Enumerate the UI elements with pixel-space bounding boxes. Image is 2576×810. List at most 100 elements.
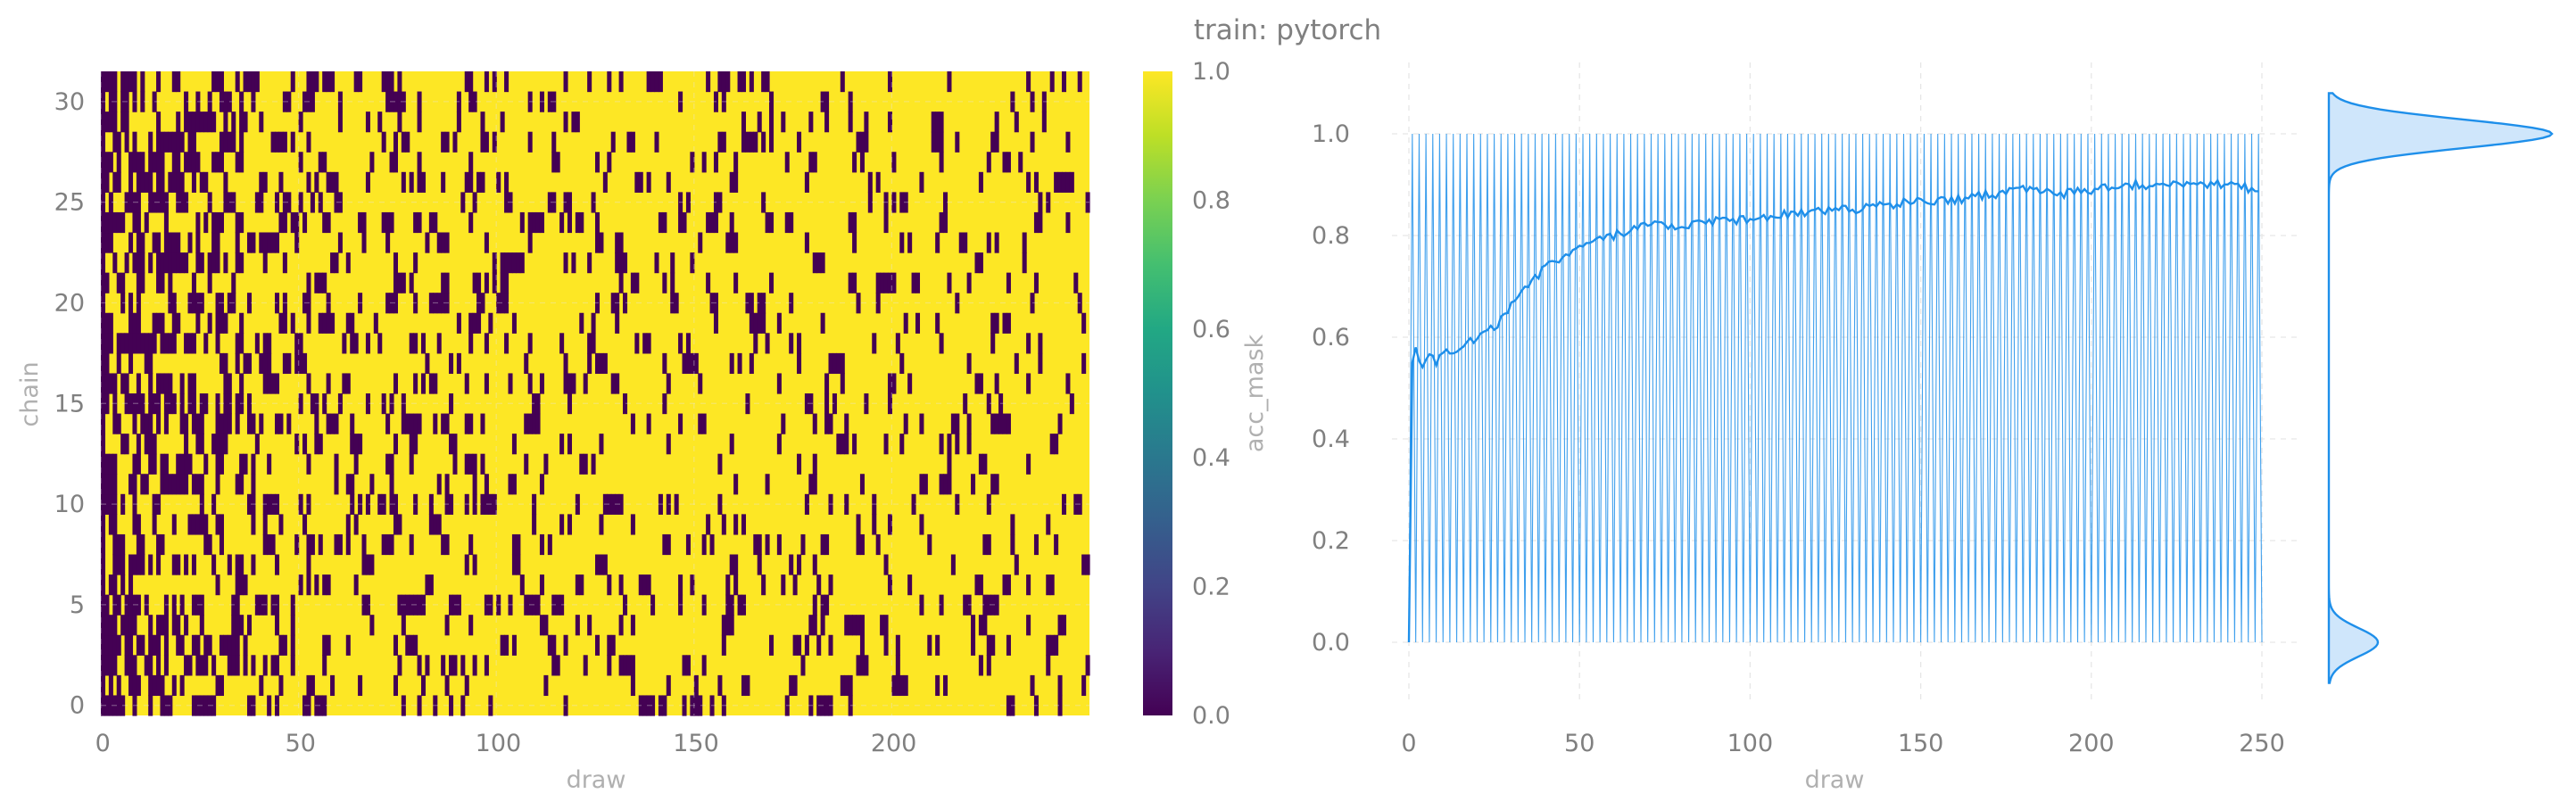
heatmap-cell-rejected — [184, 91, 189, 112]
heatmap-cell-rejected — [721, 695, 726, 716]
heatmap-cell-rejected — [409, 333, 414, 354]
heatmap-cell-rejected — [800, 533, 806, 556]
heatmap-cell-rejected — [179, 131, 185, 153]
heatmap-cell-rejected — [472, 554, 477, 575]
heatmap-cell-rejected — [306, 695, 311, 716]
heatmap-cell-rejected — [101, 373, 106, 394]
heatmap-cell-rejected — [104, 393, 110, 415]
heatmap-y-tick-label: 25 — [54, 189, 85, 217]
heatmap-cell-rejected — [480, 171, 485, 193]
heatmap-cell-rejected — [358, 434, 363, 455]
heatmap-cell-rejected — [239, 112, 244, 133]
heatmap-cell-rejected — [148, 453, 153, 475]
heatmap-cell-rejected — [306, 554, 311, 575]
heatmap-cell-rejected — [413, 293, 418, 314]
heatmap-cell-rejected — [101, 514, 106, 535]
heatmap-cell-rejected — [532, 211, 537, 234]
heatmap-cell-rejected — [116, 171, 121, 193]
heatmap-cell-rejected — [195, 514, 201, 535]
heatmap-cell-rejected — [132, 594, 137, 616]
trace-x-tick-label: 50 — [1564, 730, 1594, 757]
heatmap-cell-rejected — [832, 352, 837, 375]
heatmap-cell-rejected — [104, 695, 110, 716]
heatmap-cell-rejected — [1049, 71, 1055, 93]
heatmap-cell-rejected — [203, 333, 209, 354]
heatmap-cell-rejected — [717, 674, 723, 697]
heatmap-cell-rejected — [163, 393, 169, 415]
heatmap-cell-rejected — [144, 333, 149, 354]
heatmap-cell-rejected — [140, 91, 145, 112]
heatmap-cell-rejected — [409, 533, 414, 556]
heatmap-cell-rejected — [532, 413, 537, 434]
heatmap-cell-rejected — [267, 333, 272, 354]
heatmap-cell-rejected — [784, 152, 790, 173]
heatmap-cell-rejected — [163, 474, 169, 495]
heatmap-cell-rejected — [911, 272, 916, 293]
heatmap-cell-rejected — [753, 312, 758, 334]
heatmap-cell-rejected — [943, 192, 948, 213]
heatmap-cell-rejected — [223, 352, 228, 375]
heatmap-cell-rejected — [713, 211, 718, 234]
heatmap-cell-rejected — [211, 112, 217, 133]
heatmap-cell-rejected — [607, 71, 612, 93]
heatmap-cell-rejected — [235, 393, 240, 415]
heatmap-cell-rejected — [282, 634, 287, 656]
heatmap-cell-rejected — [282, 352, 287, 375]
heatmap-cell-rejected — [971, 615, 976, 636]
heatmap-cell-rejected — [128, 574, 134, 596]
heatmap-cell-rejected — [239, 312, 244, 334]
heatmap-cell-rejected — [306, 674, 311, 697]
heatmap-cell-rejected — [1038, 211, 1043, 234]
heatmap-cell-rejected — [124, 333, 129, 354]
heatmap-cell-rejected — [128, 171, 134, 193]
heatmap-cell-rejected — [456, 112, 461, 133]
heatmap-cell-rejected — [595, 211, 601, 234]
heatmap-cell-rejected — [246, 615, 253, 636]
colorbar-tick-label: 0.4 — [1192, 444, 1230, 472]
heatmap-cell-rejected — [1057, 615, 1063, 636]
heatmap-cell-rejected — [104, 312, 110, 334]
heatmap-cell-rejected — [797, 634, 802, 656]
heatmap-cell-rejected — [626, 655, 632, 676]
heatmap-cell-rejected — [943, 474, 948, 495]
heatmap-cell-rejected — [223, 171, 228, 193]
heatmap-cell-rejected — [986, 533, 991, 556]
heatmap-cell-rejected — [199, 434, 204, 455]
trace-y-tick-label: 0.2 — [1312, 527, 1350, 555]
heatmap-cell-rejected — [623, 252, 628, 274]
heatmap-cell-rejected — [156, 131, 162, 153]
heatmap-cell-rejected — [270, 594, 276, 616]
heatmap-cell-rejected — [231, 615, 236, 636]
heatmap-cell-rejected — [425, 352, 430, 375]
heatmap-cell-rejected — [104, 493, 110, 515]
heatmap-cell-rejected — [345, 474, 351, 495]
heatmap-cell-rejected — [239, 252, 244, 274]
heatmap-cell-rejected — [532, 493, 537, 515]
heatmap-cell-rejected — [215, 474, 220, 495]
heatmap-cell-rejected — [322, 272, 327, 293]
heatmap-cell-rejected — [187, 453, 193, 475]
heatmap-cell-rejected — [101, 434, 106, 455]
heatmap-cell-rejected — [682, 352, 687, 375]
heatmap-cell-rejected — [939, 131, 944, 153]
heatmap-cell-rejected — [741, 112, 747, 133]
heatmap-cell-rejected — [369, 152, 375, 173]
heatmap-cell-rejected — [1022, 252, 1027, 274]
heatmap-cell-rejected — [326, 373, 331, 394]
heatmap-cell-rejected — [769, 91, 774, 112]
heatmap-cell-rejected — [693, 695, 699, 716]
heatmap-cell-rejected — [456, 91, 461, 112]
heatmap-cell-rejected — [393, 514, 398, 535]
heatmap-cell-rejected — [733, 574, 739, 596]
heatmap-cell-rejected — [492, 131, 497, 153]
heatmap-cell-rejected — [128, 674, 134, 697]
heatmap-cell-rejected — [532, 514, 537, 535]
heatmap-cell-rejected — [840, 71, 845, 93]
heatmap-cell-rejected — [978, 655, 983, 676]
heatmap-cell-rejected — [820, 91, 825, 112]
heatmap-cell-rejected — [101, 493, 106, 515]
heatmap-cell-rejected — [112, 112, 118, 133]
heatmap-cell-rejected — [353, 574, 359, 596]
heatmap-cell-rejected — [278, 211, 284, 234]
heatmap-cell-rejected — [163, 634, 169, 656]
